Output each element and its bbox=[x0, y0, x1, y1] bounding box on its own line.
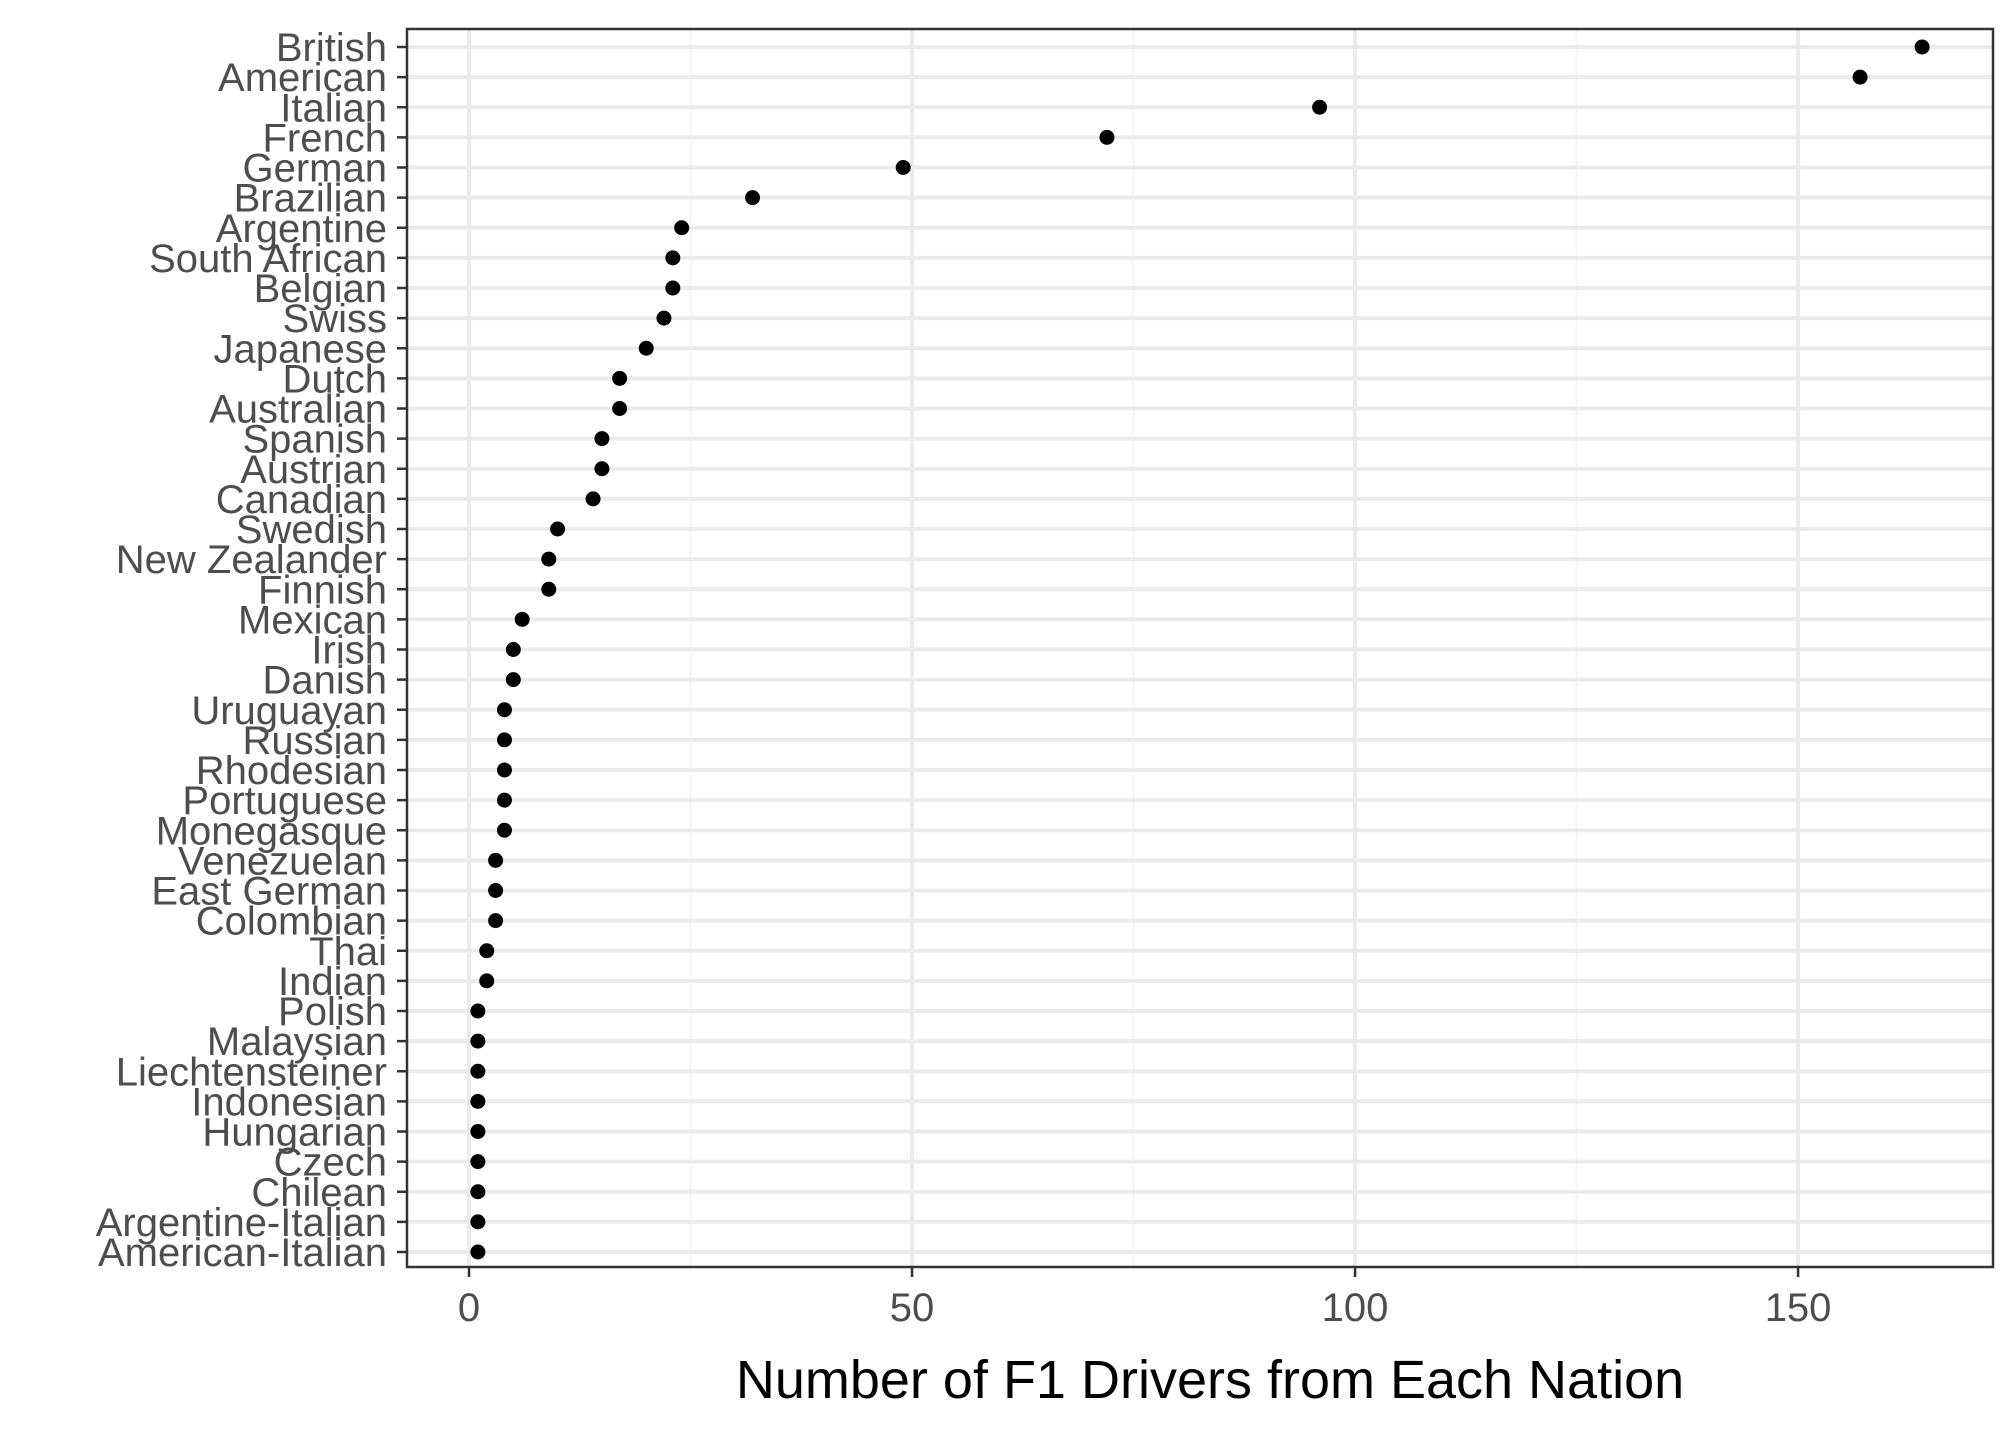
data-point bbox=[505, 642, 521, 657]
y-tick-label: German bbox=[243, 147, 388, 191]
data-point bbox=[612, 401, 628, 416]
y-tick-label: Monegasque bbox=[156, 809, 387, 853]
y-tick-label: Portuguese bbox=[182, 779, 387, 823]
y-tick-label: East German bbox=[151, 870, 387, 914]
data-point bbox=[496, 822, 512, 838]
y-tick-label: Austrian bbox=[240, 448, 387, 492]
y-tick-label: Swedish bbox=[236, 508, 387, 552]
y-tick-label: Danish bbox=[262, 659, 387, 703]
data-point bbox=[479, 943, 495, 959]
data-point bbox=[1914, 39, 1930, 55]
y-tick-label: Liechtensteiner bbox=[116, 1050, 387, 1094]
axis-ticks bbox=[397, 45, 1800, 1277]
data-point bbox=[470, 1003, 486, 1019]
data-point bbox=[594, 461, 610, 477]
y-tick-label: Thai bbox=[309, 930, 387, 974]
data-point bbox=[470, 1184, 486, 1200]
data-point bbox=[585, 491, 601, 507]
y-tick-label: American-Italian bbox=[98, 1231, 387, 1275]
data-point bbox=[470, 1124, 486, 1139]
y-tick-label: French bbox=[263, 116, 388, 160]
y-tick-label: Indian bbox=[278, 960, 387, 1004]
y-tick-label: Uruguayan bbox=[191, 689, 387, 733]
y-tick-label: Rhodesian bbox=[196, 749, 387, 793]
y-tick-label: Argentine bbox=[216, 207, 387, 251]
y-tick-label: Swiss bbox=[283, 297, 387, 341]
y-tick-label: Irish bbox=[311, 629, 387, 673]
data-point bbox=[470, 1154, 486, 1170]
data-point bbox=[895, 160, 911, 175]
data-point bbox=[541, 581, 557, 597]
data-point bbox=[488, 883, 504, 898]
grid-lines bbox=[407, 29, 1993, 1267]
y-tick-label: American bbox=[218, 56, 387, 100]
data-point bbox=[665, 250, 681, 266]
data-point bbox=[470, 1214, 486, 1230]
data-point bbox=[745, 190, 761, 206]
data-point bbox=[496, 732, 512, 748]
y-tick-label: Russian bbox=[242, 719, 387, 763]
y-tick-label: Japanese bbox=[214, 327, 387, 371]
data-point bbox=[479, 973, 495, 989]
y-tick-label: New Zealander bbox=[116, 538, 387, 582]
data-point bbox=[1312, 99, 1328, 115]
x-tick-label: 0 bbox=[458, 1286, 480, 1330]
y-tick-label: Italian bbox=[280, 86, 387, 130]
y-tick-label: Spanish bbox=[242, 418, 387, 462]
y-tick-label: Hungarian bbox=[202, 1111, 387, 1155]
y-tick-label: Colombian bbox=[196, 900, 387, 944]
panel-border bbox=[405, 27, 1995, 1269]
data-point bbox=[674, 220, 690, 236]
x-tick-label: 150 bbox=[1765, 1286, 1832, 1330]
y-tick-label: Malaysian bbox=[207, 1020, 387, 1064]
data-points bbox=[470, 39, 1930, 1260]
data-point bbox=[488, 852, 504, 868]
data-point bbox=[612, 370, 628, 386]
x-tick-label: 100 bbox=[1322, 1286, 1389, 1330]
data-point bbox=[541, 551, 557, 567]
data-point bbox=[550, 521, 566, 537]
y-tick-label: Brazilian bbox=[234, 177, 387, 221]
y-tick-label: Czech bbox=[274, 1141, 387, 1185]
data-point bbox=[496, 702, 512, 718]
data-point bbox=[1099, 129, 1115, 145]
x-tick-label: 50 bbox=[890, 1286, 935, 1330]
x-axis-tick-labels: 0 50 100 150 bbox=[458, 1286, 1832, 1330]
y-tick-label: South African bbox=[149, 237, 387, 281]
y-tick-label: Chilean bbox=[251, 1171, 387, 1215]
y-tick-label: Belgian bbox=[254, 267, 387, 311]
data-point bbox=[488, 913, 504, 929]
data-point bbox=[514, 611, 530, 627]
y-tick-label: Polish bbox=[278, 990, 387, 1034]
data-point bbox=[665, 280, 681, 296]
y-tick-label: Canadian bbox=[216, 478, 387, 522]
data-point bbox=[496, 762, 512, 778]
data-point bbox=[505, 672, 521, 688]
y-tick-label: Finnish bbox=[258, 568, 387, 612]
data-point bbox=[470, 1033, 486, 1049]
y-tick-label: Dutch bbox=[283, 357, 388, 401]
data-point bbox=[656, 310, 672, 326]
y-tick-label: Australian bbox=[209, 388, 387, 432]
y-tick-label: Mexican bbox=[238, 598, 387, 642]
data-point bbox=[470, 1063, 486, 1079]
data-point bbox=[594, 431, 610, 447]
data-point bbox=[1852, 69, 1868, 85]
y-tick-label: Indonesian bbox=[191, 1080, 387, 1124]
y-tick-label: Argentine-Italian bbox=[96, 1201, 387, 1245]
data-point bbox=[470, 1093, 486, 1109]
data-point bbox=[470, 1244, 486, 1260]
x-axis-title: Number of F1 Drivers from Each Nation bbox=[736, 1350, 1684, 1410]
y-axis-tick-labels: BritishAmericanItalianFrenchGermanBrazil… bbox=[96, 26, 387, 1275]
data-point bbox=[638, 340, 654, 356]
y-tick-label: British bbox=[276, 26, 387, 70]
y-tick-label: Venezuelan bbox=[178, 839, 387, 883]
data-point bbox=[496, 792, 512, 808]
